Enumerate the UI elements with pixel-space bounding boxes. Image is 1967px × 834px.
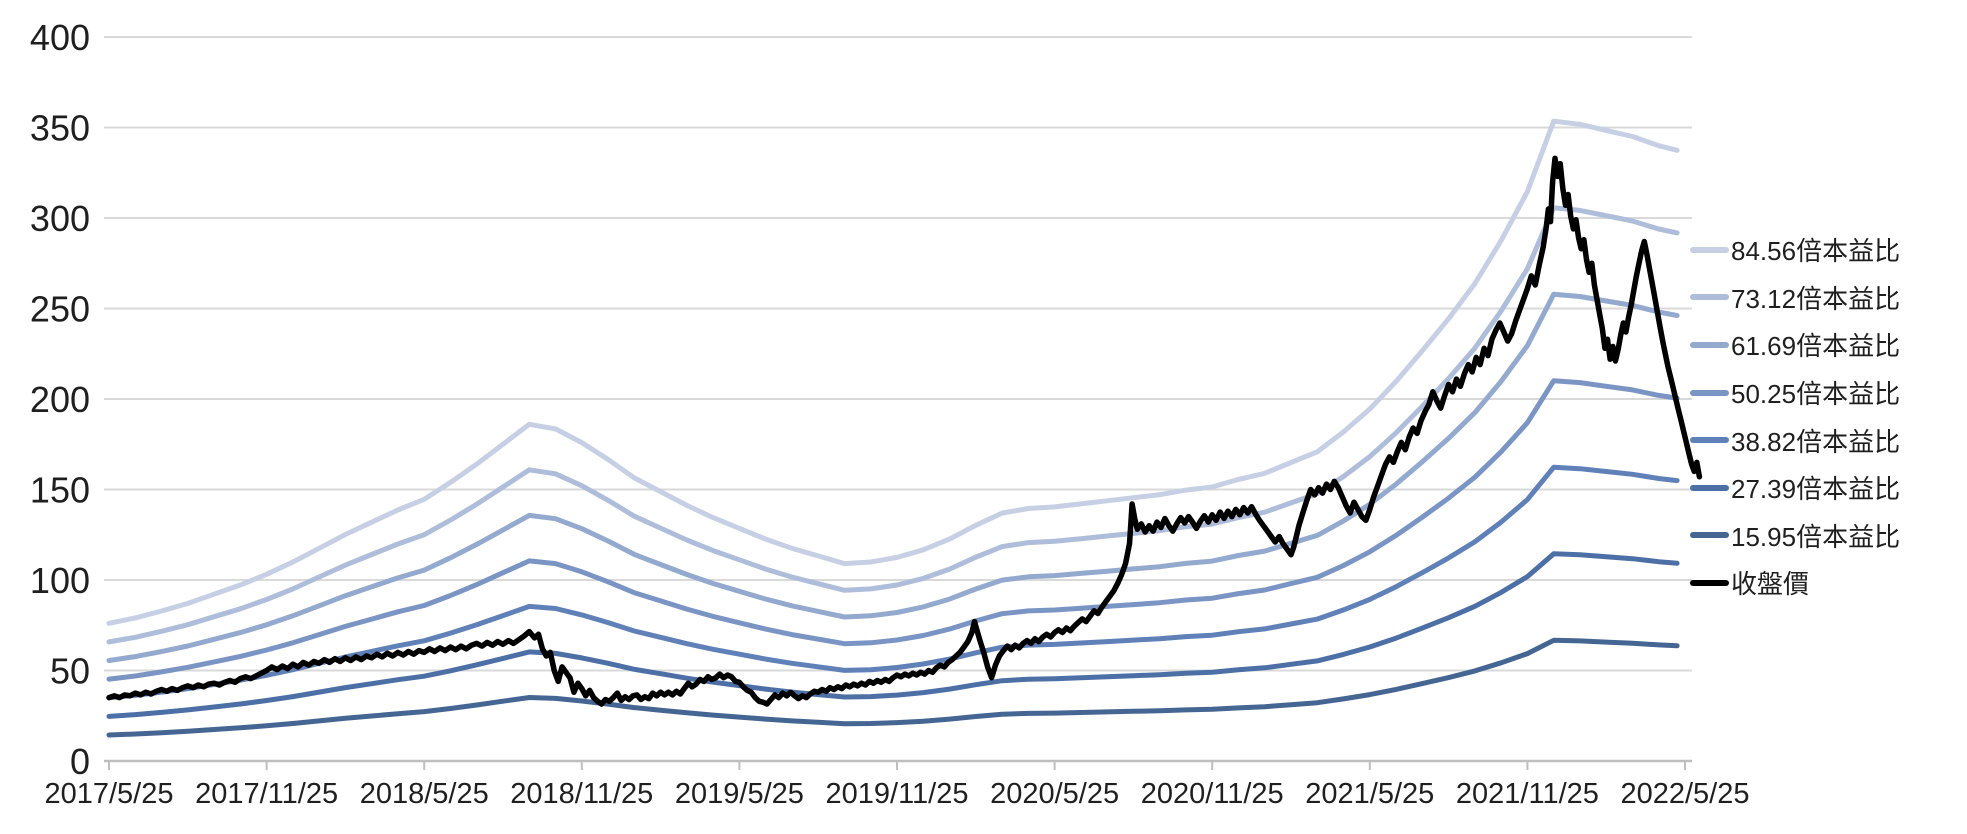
legend-swatch-line xyxy=(1690,389,1729,396)
close-price-line xyxy=(106,155,1703,707)
y-axis-label: 0 xyxy=(70,741,90,782)
legend-label: 84.56倍本益比 xyxy=(1731,236,1901,267)
legend-swatch-line xyxy=(1690,579,1729,586)
legend-swatch-line xyxy=(1690,484,1729,491)
pe-band-line-84.56 xyxy=(106,118,1680,626)
legend-item: 73.12倍本益比 xyxy=(1690,274,1900,322)
legend-swatch-line xyxy=(1690,532,1729,539)
legend-item: 50.25倍本益比 xyxy=(1690,369,1900,417)
y-axis-label: 150 xyxy=(30,470,90,511)
x-axis-label: 2022/5/25 xyxy=(1620,778,1749,810)
legend-swatch-line xyxy=(1690,341,1729,348)
legend-item: 84.56倍本益比 xyxy=(1690,226,1900,274)
y-axis-label: 100 xyxy=(30,560,90,601)
x-axis-label: 2018/5/25 xyxy=(360,778,489,810)
legend: 84.56倍本益比 73.12倍本益比 61.69倍本益比 50.25倍本益比 38.8… xyxy=(1690,226,1900,607)
legend-label: 收盤價 xyxy=(1731,569,1810,600)
y-axis-label: 350 xyxy=(30,108,90,149)
legend-label: 27.39倍本益比 xyxy=(1731,474,1901,505)
legend-label: 73.12倍本益比 xyxy=(1731,283,1901,314)
x-axis-label: 2020/5/25 xyxy=(990,778,1119,810)
legend-item: 38.82倍本益比 xyxy=(1690,416,1900,464)
y-axis-label: 250 xyxy=(30,289,90,330)
pe-band-line-27.39 xyxy=(106,551,1680,719)
legend-label: 50.25倍本益比 xyxy=(1731,379,1901,410)
legend-label: 61.69倍本益比 xyxy=(1731,331,1901,362)
legend-label: 38.82倍本益比 xyxy=(1731,426,1901,457)
x-axis-label: 2017/11/25 xyxy=(195,778,338,810)
y-axis-label: 300 xyxy=(30,198,90,239)
pe-band-line-61.69 xyxy=(106,291,1680,663)
pe-band-line-73.12 xyxy=(106,205,1680,645)
legend-swatch-line xyxy=(1690,437,1729,444)
legend-item: 15.95倍本益比 xyxy=(1690,512,1900,560)
legend-item: 27.39倍本益比 xyxy=(1690,464,1900,512)
legend-item: 61.69倍本益比 xyxy=(1690,321,1900,369)
x-axis-label: 2019/11/25 xyxy=(826,778,969,810)
x-axis: 2017/5/25 2017/11/25 2018/5/25 2018/11/25 20… xyxy=(44,761,1750,810)
series-lines xyxy=(106,118,1703,738)
legend-label: 15.95倍本益比 xyxy=(1731,521,1901,552)
x-axis-label: 2020/11/25 xyxy=(1141,778,1284,810)
x-axis-label: 2021/11/25 xyxy=(1456,778,1599,810)
x-axis-label: 2017/5/25 xyxy=(44,778,173,810)
gridlines xyxy=(104,36,1692,763)
y-axis-label: 200 xyxy=(30,379,90,420)
pe-band-line-38.82 xyxy=(106,464,1680,701)
legend-item: 收盤價 xyxy=(1690,559,1900,607)
y-axis-label: 50 xyxy=(50,651,90,692)
x-axis-label: 2019/5/25 xyxy=(675,778,804,810)
pe-band-line-50.25 xyxy=(106,378,1680,682)
legend-swatch-line xyxy=(1690,246,1729,253)
x-axis-label: 2021/5/25 xyxy=(1305,778,1434,810)
y-axis-labels: 400 350 300 250 200 150 100 50 0 xyxy=(30,17,90,782)
x-axis-label: 2018/11/25 xyxy=(510,778,653,810)
legend-swatch-line xyxy=(1690,294,1729,301)
pe-band-line-15.95 xyxy=(106,637,1680,738)
y-axis-label: 400 xyxy=(30,17,90,58)
